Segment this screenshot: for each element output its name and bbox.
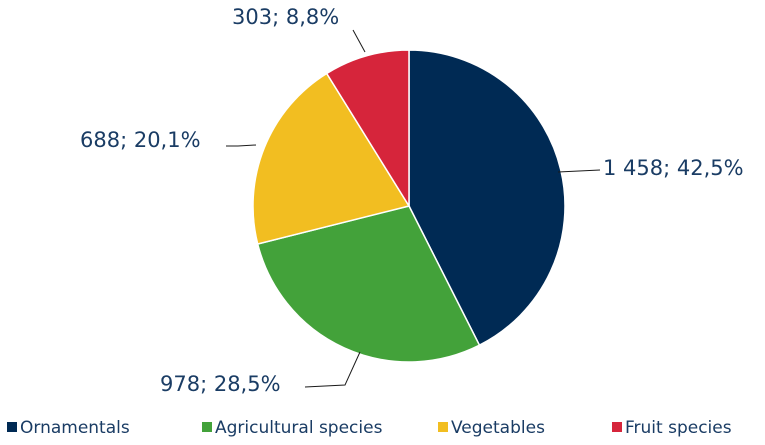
leader-lines [226, 29, 601, 388]
data-label-vegetables: 688; 20,1% [80, 128, 201, 152]
legend-label-ornamentals: Ornamentals [20, 418, 130, 438]
leader-line-ornamentals [557, 169, 601, 173]
data-label-agricultural-species: 978; 28,5% [160, 372, 281, 396]
pie-slice-vegetables [252, 72, 411, 245]
legend-label-fruit-species: Fruit species [625, 418, 732, 438]
legend-label-agricultural-species: Agricultural species [215, 418, 383, 438]
legend-swatch-fruit-species [612, 422, 622, 432]
leader-line-agricultural-species [304, 351, 361, 388]
pie-slices [252, 49, 566, 363]
data-label-fruit-species: 303; 8,8% [232, 5, 339, 29]
leader-line-vegetables [226, 144, 257, 147]
data-labels: 1 458; 42,5% 978; 28,5% 688; 20,1% 303; 8,8… [80, 5, 744, 396]
pie-slice-fruit-species [325, 49, 410, 209]
pie-slice-agricultural-species [256, 205, 481, 363]
pie-slice-ornamentals [408, 49, 566, 347]
data-label-ornamentals: 1 458; 42,5% [603, 156, 744, 180]
legend-swatch-agricultural-species [202, 422, 212, 432]
legend-swatch-vegetables [438, 422, 448, 432]
legend: Ornamentals Agricultural species Vegetable… [7, 418, 732, 438]
legend-swatch-ornamentals [7, 422, 17, 432]
legend-label-vegetables: Vegetables [451, 418, 545, 438]
leader-line-fruit-species [352, 29, 366, 53]
